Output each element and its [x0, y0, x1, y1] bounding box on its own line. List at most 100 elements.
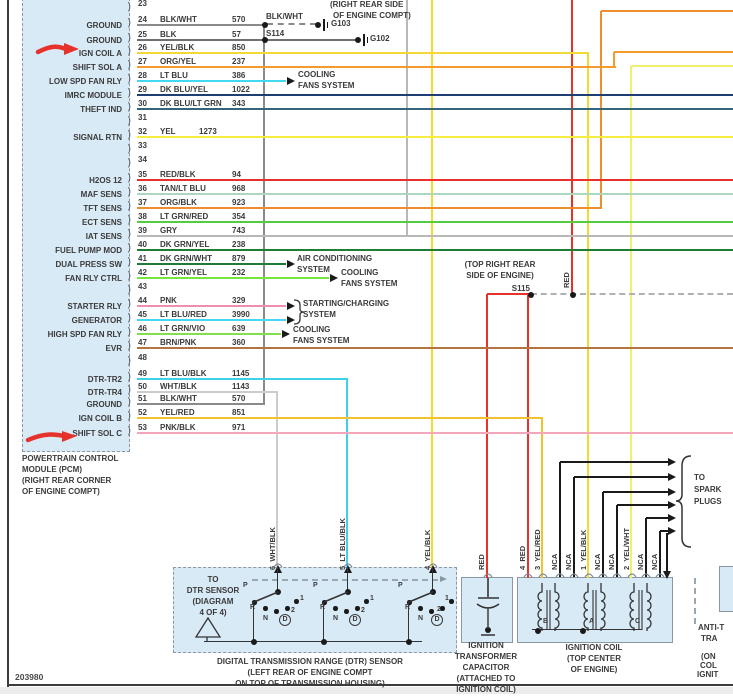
pin-bracket: ): [127, 354, 132, 367]
wire-pin-39: [137, 235, 733, 237]
dtr-contact-label: P: [398, 582, 403, 589]
pin-number: 31: [138, 113, 147, 122]
dtr-inner-caption: TO: [207, 575, 219, 584]
circuit-number: 386: [232, 71, 246, 80]
pin-bracket: ): [127, 311, 132, 324]
pin-bracket: ): [127, 31, 132, 44]
dtr-caption: (LEFT REAR OF ENGINE COMPT: [247, 668, 373, 677]
dtr-bus-dot: [321, 639, 327, 645]
capacitor-caption: CAPACITOR: [462, 663, 510, 672]
junction-dot: [262, 37, 268, 43]
spark-wire: [646, 517, 668, 519]
pin-bracket: ): [127, 0, 132, 13]
dtr-contact-label: P: [243, 582, 248, 589]
dtr-inner-caption: (DIAGRAM: [192, 597, 234, 606]
ground-bar: [363, 34, 365, 46]
label: RED: [477, 554, 486, 570]
dtr-switch-drop: [408, 602, 410, 642]
coil-pin-label: 2 YEL/WHT: [622, 528, 631, 570]
wire-segment: [631, 65, 733, 67]
capacitor-caption: IGNITION COIL): [456, 685, 516, 694]
circuit-number: 343: [232, 99, 246, 108]
pin-number: 49: [138, 369, 147, 378]
circuit-number: 923: [232, 198, 246, 207]
pin-bracket: ): [127, 114, 132, 127]
pin-number: 35: [138, 170, 147, 179]
dtr-contact-label: N: [333, 615, 339, 622]
wire-color-label: LT BLU: [160, 71, 188, 80]
pin-function-label: HIGH SPD FAN RLY: [47, 330, 122, 339]
wire-color-label: DK GRN/WHT: [160, 254, 212, 263]
coil-pin-label: NCA: [636, 553, 645, 570]
wire-pin-50: [137, 391, 278, 393]
wire-segment: [666, 533, 668, 571]
dtr-contact-label: N: [418, 615, 424, 622]
coil-pin-label: 1 YEL/BLK: [579, 529, 588, 570]
pin-bracket: ): [127, 227, 132, 240]
dtr-triangle-label: A: [205, 626, 211, 633]
pin-function-label: IGN COIL A: [78, 49, 122, 58]
pin-number: 24: [138, 15, 147, 24]
wire-color-label: BRN/PNK: [160, 338, 197, 347]
dtr-contact: [418, 606, 423, 611]
pin-bracket: ): [127, 142, 132, 155]
box-ignition-capacitor: [461, 577, 513, 643]
label: TO: [694, 473, 705, 482]
box-anti-theft-partial: [719, 566, 733, 612]
junction-dot: [580, 628, 586, 634]
circuit-number: 879: [232, 254, 246, 263]
pcm-caption: (RIGHT REAR CORNER: [22, 476, 112, 485]
dtr-inner-caption: DTR SENSOR: [186, 586, 240, 595]
pin-number: 44: [138, 296, 147, 305]
label: COOLING: [293, 325, 331, 334]
capacitor-caption: IGNITION: [468, 641, 504, 650]
pin-function-label: IAT SENS: [85, 232, 122, 241]
pin-function-label: EVR: [105, 344, 122, 353]
label: FANS SYSTEM: [341, 279, 398, 288]
junction-dot: [535, 628, 541, 634]
circuit-number: 57: [232, 30, 241, 39]
dtr-pivot: [345, 589, 351, 595]
pin-bracket: ): [127, 128, 132, 141]
pin-bracket: ): [127, 339, 132, 352]
wire-pin-26: [137, 52, 589, 54]
junction-dot: [262, 22, 268, 28]
pin-number: 52: [138, 408, 147, 417]
pin-bracket: ): [127, 213, 132, 226]
wire-pin-53: [137, 432, 733, 434]
wire-segment: [0, 686, 733, 694]
circuit-number: 850: [232, 43, 246, 52]
wire-color-label: ORG/BLK: [160, 198, 197, 207]
pcm-caption: POWERTRAIN CONTROL: [22, 454, 119, 463]
pin-number: 29: [138, 85, 147, 94]
coil-pin-label: NCA: [564, 553, 573, 570]
pin-bracket: ): [127, 283, 132, 296]
spark-wire-drop: [602, 492, 604, 577]
dtr-contact: [364, 599, 369, 604]
pin-bracket: ): [127, 409, 132, 422]
pin-function-label: STARTER RLY: [67, 302, 122, 311]
pin-bracket: ): [127, 255, 132, 268]
wire-segment: [346, 378, 348, 568]
pin-bracket: ): [127, 297, 132, 310]
pin-function-label: SHIFT SOL C: [72, 429, 122, 438]
label: PLUGS: [694, 497, 722, 506]
pin-bracket: ): [127, 199, 132, 212]
arrowhead-r: [668, 500, 676, 509]
coil-caption: OF ENGINE): [570, 665, 618, 674]
circuit-number: 851: [232, 408, 246, 417]
pin-number: 42: [138, 268, 147, 277]
pin-function-label: GROUND: [86, 21, 122, 30]
pin-bracket: ): [127, 370, 132, 383]
pin-bracket: ): [127, 185, 132, 198]
pcm-caption: OF ENGINE COMPT): [22, 487, 100, 496]
spark-wire: [660, 530, 668, 532]
ground-label: G102: [370, 34, 390, 43]
dtr-contact-D: D: [279, 614, 291, 626]
pin-function-label: SHIFT SOL A: [72, 63, 122, 72]
wire-segment: [571, 0, 573, 296]
arrowhead-r: [440, 576, 447, 583]
wire-pin-40: [137, 249, 733, 251]
wire-pin-27: [137, 66, 616, 68]
